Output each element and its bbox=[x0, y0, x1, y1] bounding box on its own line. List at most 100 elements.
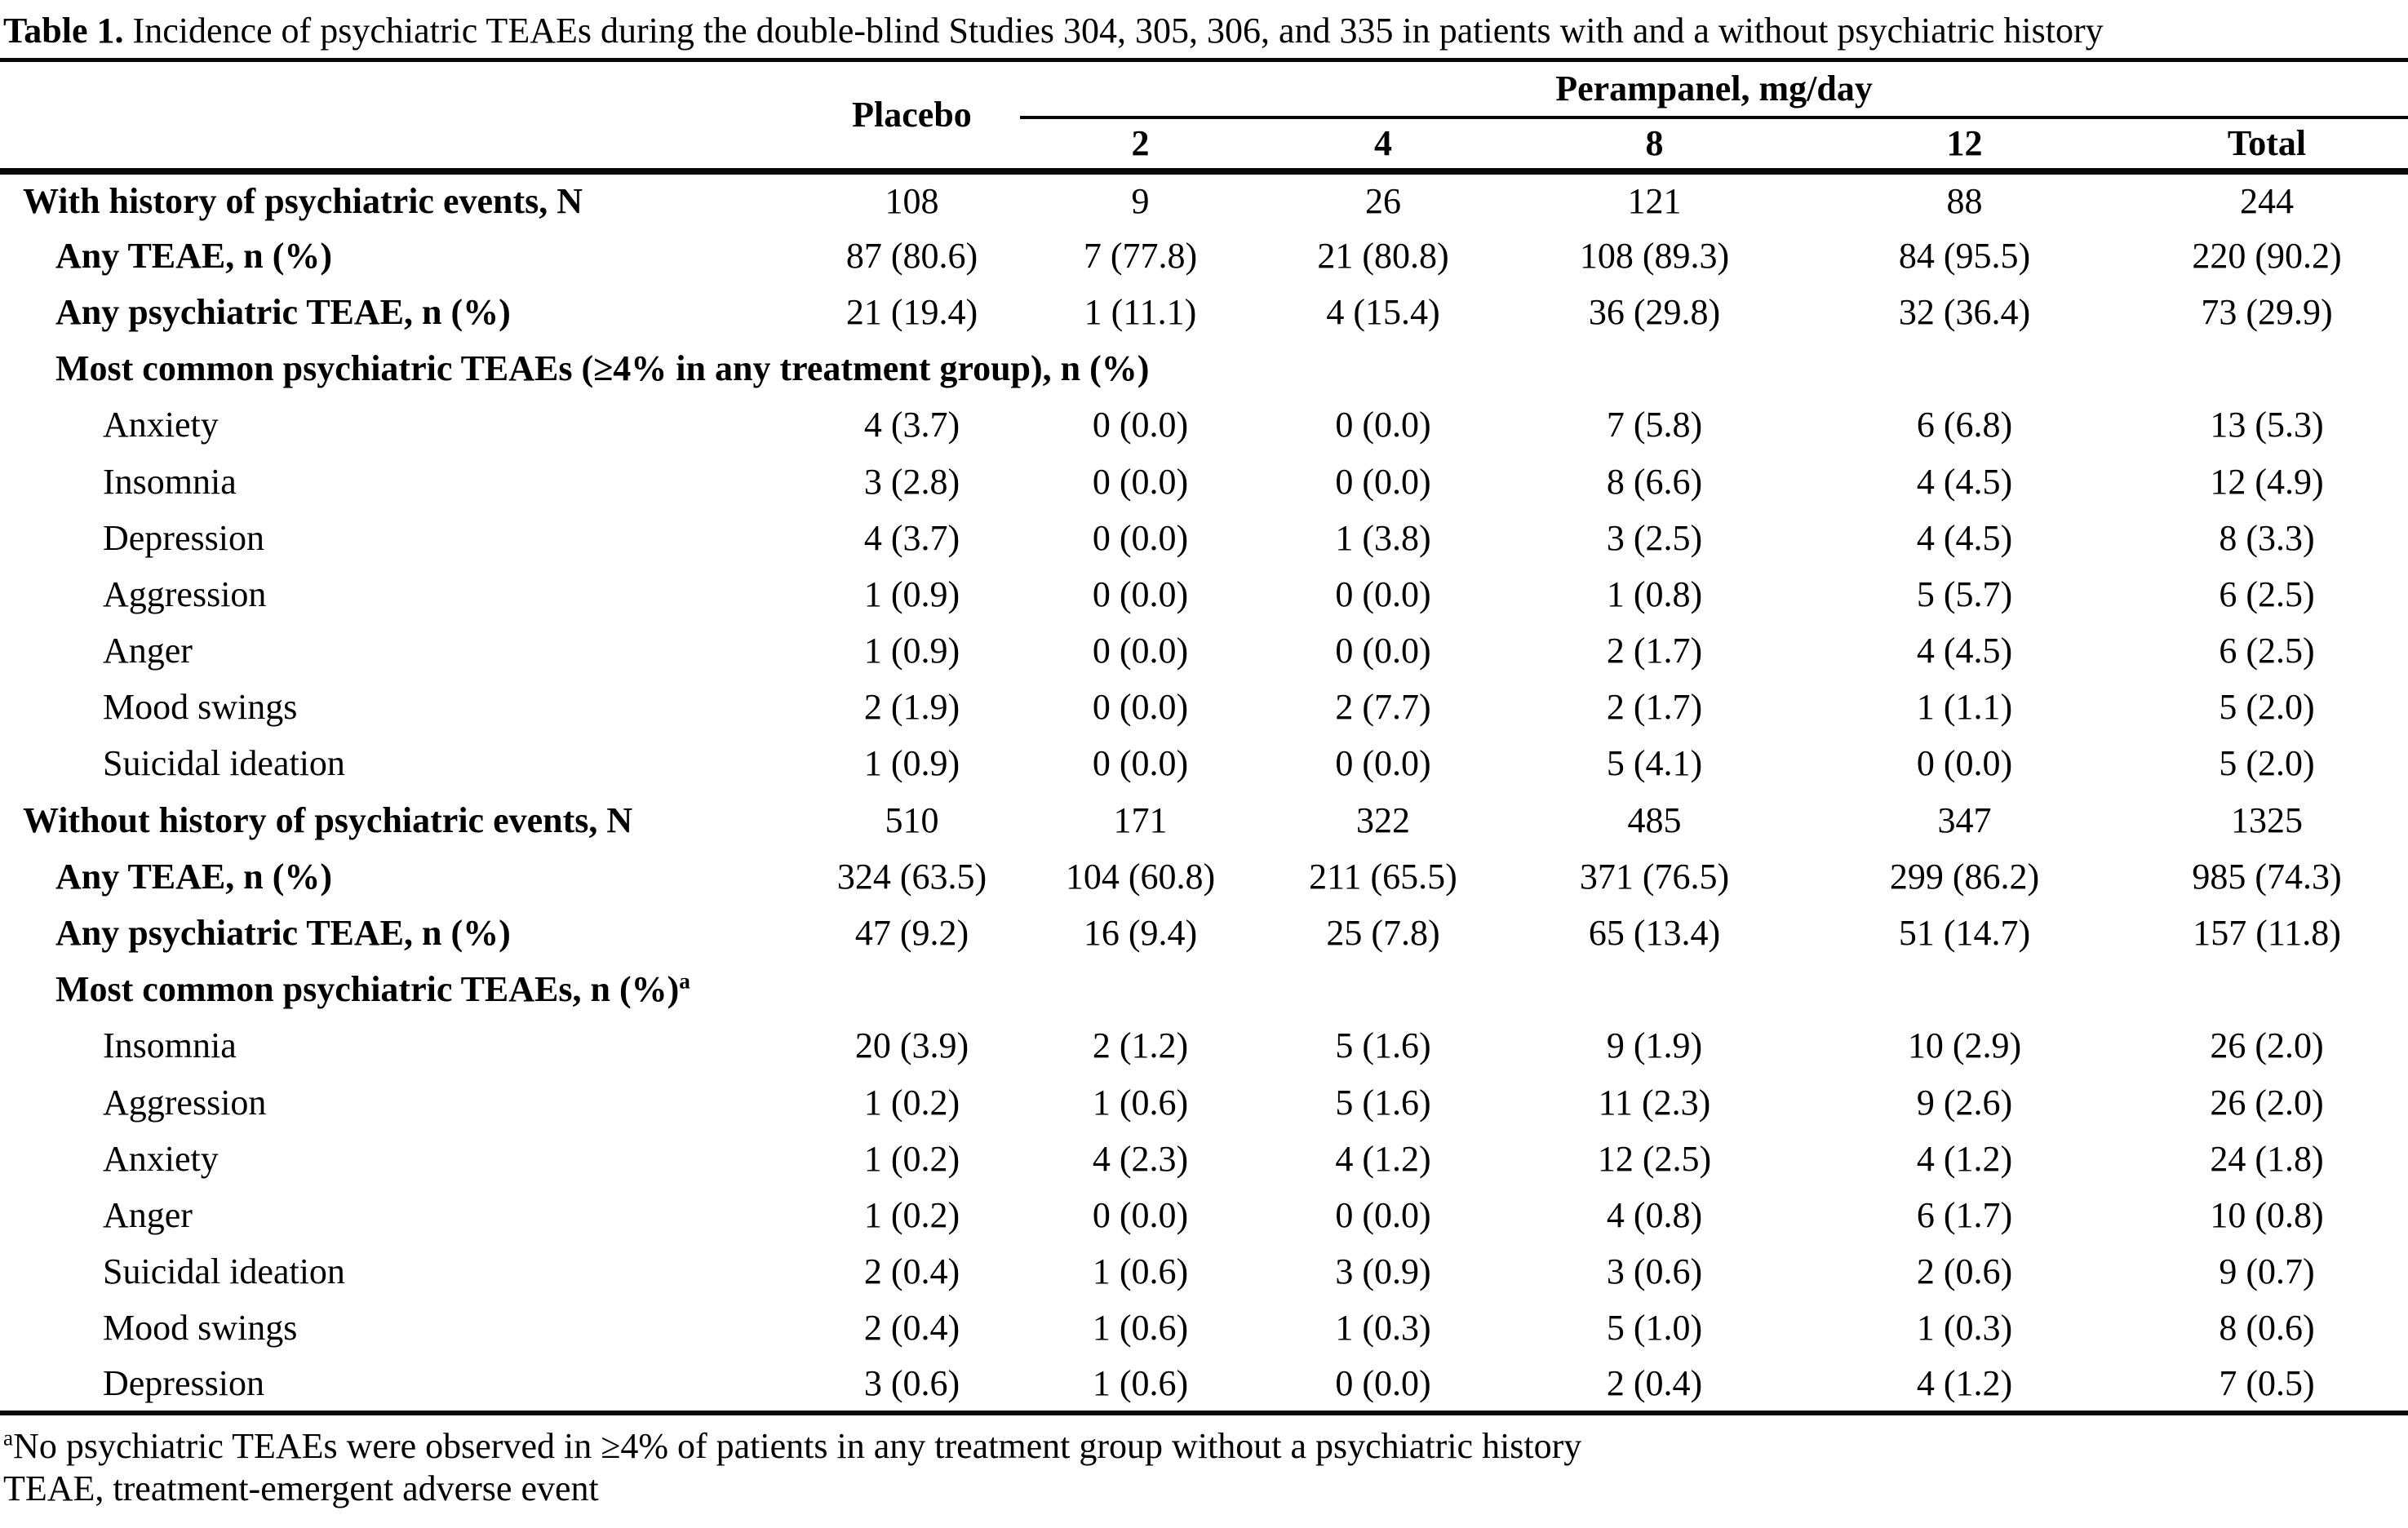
row-label: Any TEAE, n (%) bbox=[55, 856, 333, 897]
value-cell: 26 (2.0) bbox=[2210, 1082, 2324, 1123]
row-label-cell: Without history of psychiatric events, N bbox=[0, 792, 804, 848]
row-label-cell: Anxiety bbox=[0, 396, 804, 453]
page-title: Table 1. Incidence of psychiatric TEAEs … bbox=[0, 0, 2408, 58]
value-cell: 1325 bbox=[2231, 799, 2304, 840]
row-label-cell: Anger bbox=[0, 622, 804, 679]
value-cell: 0 (0.0) bbox=[1335, 1363, 1431, 1404]
table-row: Most common psychiatric TEAEs (≥4% in an… bbox=[0, 340, 2408, 396]
value-cell: 2 (7.7) bbox=[1335, 687, 1431, 728]
table-row: Anger 1 (0.2) 0 (0.0) 0 (0.0) 4 (0.8) 6 (1.7… bbox=[0, 1187, 2408, 1243]
value-cell: 2 (1.7) bbox=[1606, 687, 1703, 728]
value-cell: 1 (0.3) bbox=[1335, 1308, 1431, 1349]
value-cell: 88 bbox=[1946, 180, 1983, 221]
header-dose-12: 12 bbox=[1803, 117, 2126, 175]
value-cell: 21 (80.8) bbox=[1317, 235, 1449, 276]
value-cell: 171 bbox=[1113, 799, 1168, 840]
value-cell: 6 (1.7) bbox=[1916, 1194, 2013, 1235]
value-cell: 9 (0.7) bbox=[2219, 1251, 2315, 1292]
table-row: Suicidal ideation 1 (0.9) 0 (0.0) 0 (0.0) 5… bbox=[0, 735, 2408, 791]
table-row: Any TEAE, n (%) 324 (63.5) 104 (60.8) 211 … bbox=[0, 848, 2408, 905]
table-row: Without history of psychiatric events, N… bbox=[0, 792, 2408, 848]
value-cell: 1 (3.8) bbox=[1335, 517, 1431, 558]
row-label-cell: Mood swings bbox=[0, 1300, 804, 1356]
value-cell: 10 (2.9) bbox=[1907, 1025, 2022, 1066]
value-cell: 32 (36.4) bbox=[1898, 291, 2031, 332]
row-label-cell: Anxiety bbox=[0, 1131, 804, 1187]
row-label: Without history of psychiatric events, N bbox=[23, 799, 633, 840]
value-cell: 4 (4.5) bbox=[1916, 631, 2013, 671]
value-cell: 1 (0.6) bbox=[1092, 1082, 1189, 1123]
teae-incidence-table: Placebo Perampanel, mg/day 2 4 8 12 Tota… bbox=[0, 58, 2408, 1415]
value-cell: 36 (29.8) bbox=[1588, 291, 1721, 332]
value-cell: 12 (2.5) bbox=[1597, 1138, 1712, 1179]
value-cell: 4 (4.5) bbox=[1916, 517, 2013, 558]
value-cell: 9 (1.9) bbox=[1606, 1025, 1703, 1066]
row-label-cell: Most common psychiatric TEAEs (≥4% in an… bbox=[0, 340, 2408, 396]
value-cell: 5 (1.6) bbox=[1335, 1025, 1431, 1066]
value-cell: 1 (0.8) bbox=[1606, 574, 1703, 614]
row-label: Any psychiatric TEAE, n (%) bbox=[55, 913, 511, 954]
footnote-teae-text: TEAE, treatment-emergent adverse event bbox=[3, 1468, 599, 1508]
value-cell: 8 (6.6) bbox=[1606, 461, 1703, 502]
table-row: Any psychiatric TEAE, n (%) 47 (9.2) 16 (… bbox=[0, 905, 2408, 961]
value-cell: 0 (0.0) bbox=[1092, 574, 1189, 614]
value-cell: 1 (0.6) bbox=[1092, 1251, 1189, 1292]
value-cell: 1 (0.3) bbox=[1916, 1308, 2013, 1349]
value-cell: 6 (2.5) bbox=[2219, 574, 2315, 614]
table-row: Aggression 1 (0.2) 1 (0.6) 5 (1.6) 11 (2.3)… bbox=[0, 1074, 2408, 1131]
value-cell: 2 (1.9) bbox=[863, 687, 960, 728]
row-label-cell: With history of psychiatric events, N bbox=[0, 171, 804, 228]
row-label-cell: Any psychiatric TEAE, n (%) bbox=[0, 905, 804, 961]
value-cell: 1 (0.9) bbox=[863, 631, 960, 671]
table-row: Depression 3 (0.6) 1 (0.6) 0 (0.0) 2 (0.4) 4… bbox=[0, 1356, 2408, 1412]
value-cell: 4 (4.5) bbox=[1916, 461, 2013, 502]
value-cell: 0 (0.0) bbox=[1335, 461, 1431, 502]
table-row: Aggression 1 (0.9) 0 (0.0) 0 (0.0) 1 (0.8) 5… bbox=[0, 566, 2408, 622]
value-cell: 2 (0.4) bbox=[863, 1308, 960, 1349]
value-cell: 5 (5.7) bbox=[1916, 574, 2013, 614]
row-label-cell: Any TEAE, n (%) bbox=[0, 848, 804, 905]
value-cell: 84 (95.5) bbox=[1898, 235, 2031, 276]
row-label: Any psychiatric TEAE, n (%) bbox=[55, 291, 511, 332]
row-label-cell: Anger bbox=[0, 1187, 804, 1243]
header-dose-4: 4 bbox=[1261, 117, 1506, 175]
value-cell: 510 bbox=[885, 799, 939, 840]
value-cell: 0 (0.0) bbox=[1335, 405, 1431, 445]
row-label: Anger bbox=[103, 631, 193, 671]
value-cell: 5 (2.0) bbox=[2219, 687, 2315, 728]
value-cell: 4 (3.7) bbox=[863, 405, 960, 445]
value-cell: 4 (1.2) bbox=[1335, 1138, 1431, 1179]
value-cell: 25 (7.8) bbox=[1326, 913, 1440, 954]
table-row: Insomnia 20 (3.9) 2 (1.2) 5 (1.6) 9 (1.9) 10… bbox=[0, 1017, 2408, 1074]
value-cell: 6 (2.5) bbox=[2219, 631, 2315, 671]
value-cell: 211 (65.5) bbox=[1309, 856, 1457, 897]
row-label-cell: Mood swings bbox=[0, 679, 804, 735]
value-cell: 0 (0.0) bbox=[1092, 631, 1189, 671]
value-cell: 108 bbox=[885, 180, 939, 221]
value-cell: 1 (0.2) bbox=[863, 1082, 960, 1123]
value-cell: 12 (4.9) bbox=[2210, 461, 2324, 502]
value-cell: 8 (3.3) bbox=[2219, 517, 2315, 558]
value-cell: 7 (0.5) bbox=[2219, 1363, 2315, 1404]
value-cell: 5 (1.0) bbox=[1606, 1308, 1703, 1349]
value-cell: 51 (14.7) bbox=[1898, 913, 2031, 954]
row-label-cell: Aggression bbox=[0, 566, 804, 622]
row-label: Depression bbox=[103, 1363, 264, 1404]
perampanel-spanner-label: Perampanel, mg/day bbox=[1555, 69, 1873, 109]
table-row: With history of psychiatric events, N 10… bbox=[0, 171, 2408, 228]
row-label: Aggression bbox=[103, 1082, 267, 1123]
table-row: Mood swings 2 (1.9) 0 (0.0) 2 (7.7) 2 (1.7)… bbox=[0, 679, 2408, 735]
value-cell: 1 (0.2) bbox=[863, 1194, 960, 1235]
value-cell: 322 bbox=[1356, 799, 1410, 840]
header-total: Total bbox=[2126, 117, 2408, 175]
table-row: Most common psychiatric TEAEs, n (%)a bbox=[0, 961, 2408, 1017]
value-cell: 0 (0.0) bbox=[1335, 743, 1431, 784]
value-cell: 1 (11.1) bbox=[1084, 291, 1197, 332]
table-row: Depression 4 (3.7) 0 (0.0) 1 (3.8) 3 (2.5) 4… bbox=[0, 510, 2408, 566]
value-cell: 2 (0.4) bbox=[863, 1251, 960, 1292]
row-label: Anxiety bbox=[103, 405, 219, 445]
row-label: Mood swings bbox=[103, 1308, 298, 1349]
value-cell: 6 (6.8) bbox=[1916, 405, 2013, 445]
row-label-cell: Any psychiatric TEAE, n (%) bbox=[0, 284, 804, 340]
row-label: Depression bbox=[103, 517, 264, 558]
